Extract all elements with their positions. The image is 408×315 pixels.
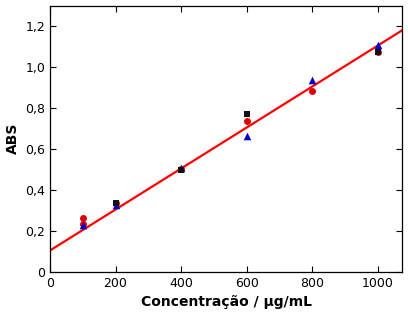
Point <box>309 88 315 93</box>
Point <box>244 111 250 116</box>
Point <box>80 216 86 221</box>
Point <box>80 222 86 227</box>
Point <box>178 166 184 171</box>
Point <box>178 168 184 173</box>
Point <box>375 43 381 48</box>
Point <box>309 78 315 83</box>
Point <box>178 166 184 171</box>
Point <box>375 50 381 55</box>
Point <box>112 200 119 205</box>
Point <box>244 134 250 139</box>
Point <box>112 200 119 205</box>
Point <box>112 203 119 208</box>
Y-axis label: ABS: ABS <box>6 123 20 154</box>
Point <box>375 50 381 55</box>
Point <box>244 119 250 124</box>
Point <box>80 223 86 228</box>
X-axis label: Concentração / µg/mL: Concentração / µg/mL <box>141 295 312 309</box>
